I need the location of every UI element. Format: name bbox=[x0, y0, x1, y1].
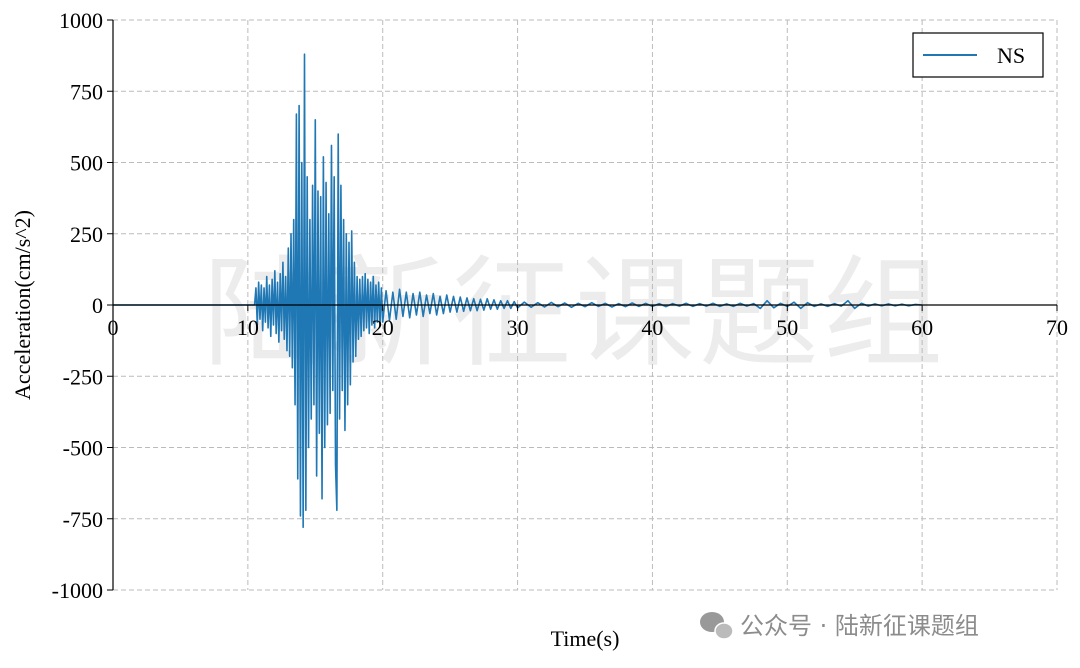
y-tick-label: -250 bbox=[63, 364, 103, 389]
x-tick-label: 10 bbox=[237, 315, 259, 340]
credit-icon bbox=[700, 612, 734, 640]
y-tick-label: -1000 bbox=[52, 578, 103, 603]
x-tick-label: 50 bbox=[776, 315, 798, 340]
credit: 公众号 · 陆新征课题组 bbox=[740, 612, 979, 640]
x-tick-label: 20 bbox=[372, 315, 394, 340]
x-tick-label: 70 bbox=[1046, 315, 1068, 340]
y-tick-label: -750 bbox=[63, 507, 103, 532]
y-tick-label: 750 bbox=[70, 79, 103, 104]
x-tick-label: 30 bbox=[507, 315, 529, 340]
y-tick-label: 500 bbox=[70, 151, 103, 176]
y-tick-label: -500 bbox=[63, 436, 103, 461]
legend: NS bbox=[912, 32, 1044, 78]
x-tick-label: 40 bbox=[641, 315, 663, 340]
y-axis-label: Acceleration(cm/s^2) bbox=[10, 210, 35, 400]
x-axis-label: Time(s) bbox=[551, 626, 620, 651]
y-tick-label: 250 bbox=[70, 222, 103, 247]
x-tick-label: 60 bbox=[911, 315, 933, 340]
y-tick-label: 1000 bbox=[59, 8, 103, 33]
legend-label: NS bbox=[997, 43, 1025, 68]
y-tick-label: 0 bbox=[92, 293, 103, 318]
